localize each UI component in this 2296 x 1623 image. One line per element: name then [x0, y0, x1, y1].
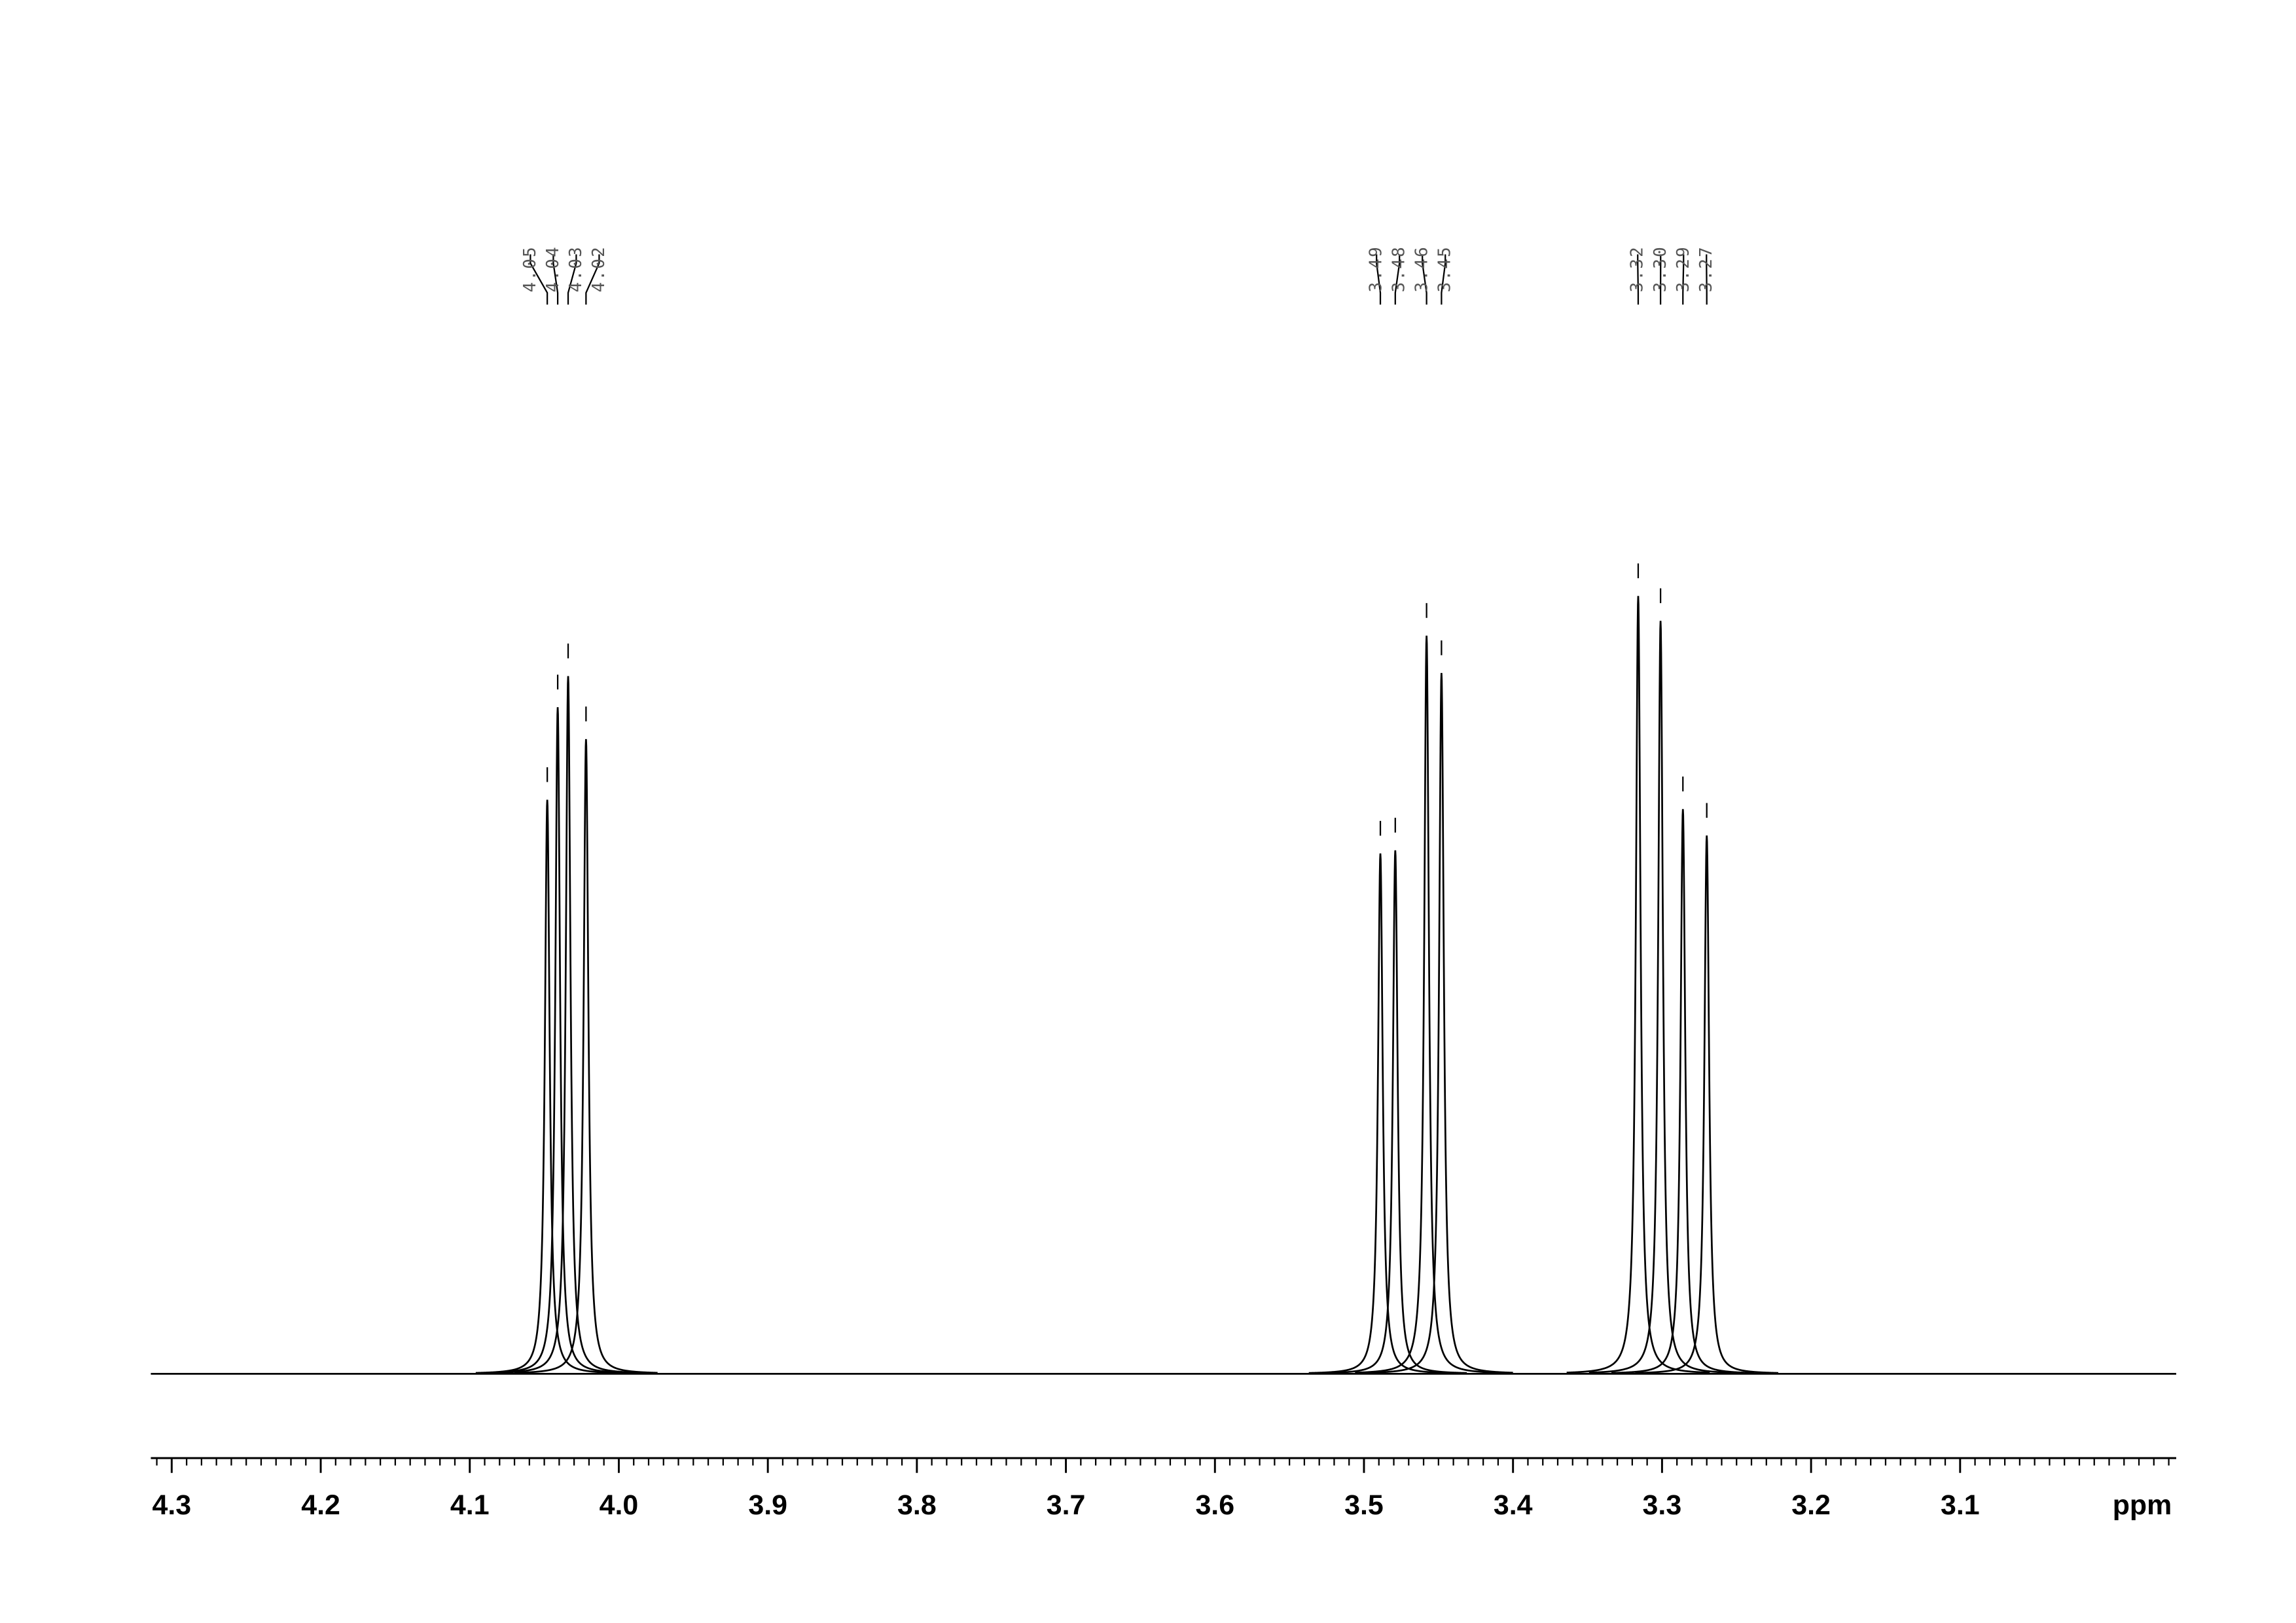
peak: [1635, 835, 1779, 1374]
peak-leader: [1376, 254, 1382, 305]
peak-label: 4.02: [589, 246, 609, 293]
peak-leader: [1422, 254, 1427, 305]
x-tick-label: 3.2: [1791, 1489, 1831, 1521]
x-tick-label: 3.5: [1344, 1489, 1384, 1521]
peak: [486, 707, 630, 1374]
x-tick-label: 4.0: [600, 1489, 639, 1521]
x-tick-label: 3.4: [1494, 1489, 1533, 1521]
x-tick-label: 4.2: [301, 1489, 340, 1521]
peak: [1355, 635, 1498, 1374]
peak-label: 4.05: [520, 246, 540, 293]
peak-leader: [529, 254, 548, 305]
x-tick-label: 3.7: [1047, 1489, 1086, 1521]
peak: [1323, 850, 1467, 1374]
peak-label: 4.04: [543, 246, 563, 293]
peak-leader: [1394, 254, 1401, 305]
peak-label: 3.27: [1696, 246, 1716, 293]
x-tick-label: 3.8: [897, 1489, 937, 1521]
peak-label: 3.46: [1412, 246, 1432, 293]
peak-label: 3.32: [1628, 246, 1647, 293]
peak: [514, 739, 658, 1374]
peak-leader: [567, 254, 577, 305]
peak: [496, 676, 640, 1374]
peak-label: 3.30: [1651, 246, 1670, 293]
x-tick-label: 3.3: [1643, 1489, 1682, 1521]
peak: [1588, 621, 1732, 1374]
x-tick-label: 3.1: [1941, 1489, 1980, 1521]
peak: [1566, 596, 1710, 1374]
peak-leader: [552, 254, 559, 305]
peak-leader: [585, 254, 600, 305]
x-tick-label: 4.1: [450, 1489, 490, 1521]
peak-label: 3.45: [1435, 246, 1455, 293]
peak-label: 3.48: [1390, 246, 1409, 293]
peak-label: 4.03: [566, 246, 586, 293]
peak-leader: [1441, 254, 1446, 305]
peak-label: 3.49: [1367, 246, 1386, 293]
peak-label: 3.29: [1674, 246, 1693, 293]
x-axis-label: ppm: [2113, 1489, 2172, 1521]
peak: [1611, 809, 1755, 1374]
x-tick-label: 4.3: [152, 1489, 192, 1521]
x-tick-label: 3.9: [748, 1489, 787, 1521]
peak: [475, 799, 619, 1374]
x-tick-label: 3.6: [1195, 1489, 1234, 1521]
peak: [1370, 672, 1513, 1374]
